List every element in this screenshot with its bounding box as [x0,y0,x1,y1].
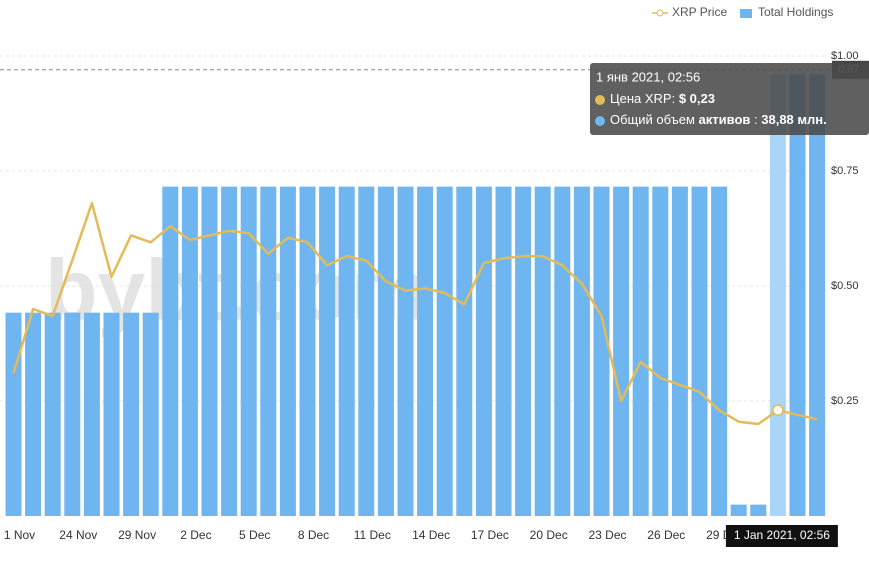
bar [593,186,610,516]
bar [691,186,708,516]
tooltip-holdings-sep: : [750,112,761,127]
bar [201,186,218,516]
y-tick-label: $0.75 [831,165,859,177]
tooltip-title: 1 янв 2021, 02:56 [596,69,700,84]
bar [632,186,649,516]
tooltip-holdings-label: Общий объем [610,112,699,127]
bar [64,312,81,516]
x-tick-label: 5 Dec [239,528,270,542]
bar [279,186,296,516]
tooltip-holdings: Общий объем активов : 38,88 млн. [610,112,827,127]
x-tick-label: 1 Nov [4,528,35,542]
x-tick-label: 20 Dec [530,528,568,542]
bar [769,74,786,517]
bar [809,74,826,517]
bar [25,312,42,516]
bar [573,186,590,516]
bar [711,186,728,516]
bar [495,186,512,516]
x-tick-label: 24 Nov [59,528,97,542]
bar [417,186,434,516]
x-tick-label: 29 Nov [118,528,156,542]
bar [456,186,473,516]
tooltip-price-label: Цена XRP: [610,91,679,106]
bar [142,312,159,516]
bar [103,312,120,516]
y-tick-label: $1.00 [831,50,859,62]
hover-point [772,404,784,416]
x-tick-label: 17 Dec [471,528,509,542]
bar [475,186,492,516]
bar [5,312,22,516]
legend-label: XRP Price [672,5,727,19]
bar [221,186,238,516]
crosshair-x-label: 1 Jan 2021, 02:56 [734,528,830,542]
legend-label: Total Holdings [758,5,833,19]
bar [358,186,375,516]
bar [554,186,571,516]
tooltip-holdings-bold: активов [699,112,751,127]
bar [515,186,532,516]
bar [377,186,394,516]
x-tick-label: 11 Dec [354,528,391,542]
tooltip-price-value: $ 0,23 [679,91,715,106]
bar [123,312,140,516]
x-tick-label: 8 Dec [298,528,329,542]
legend-swatch [740,9,752,18]
price-line [12,201,818,426]
x-tick-label: 14 Dec [412,528,450,542]
bar [613,186,630,516]
y-tick-label: $0.50 [831,280,859,292]
bar [534,186,551,516]
bar [44,312,61,516]
bar [181,186,198,516]
bar [652,186,669,516]
tooltip-holdings-value: 38,88 млн. [761,112,826,127]
tooltip-dot [595,116,605,126]
bar [162,186,179,516]
bar [299,186,316,516]
bar [750,504,767,516]
x-tick-label: 23 Dec [588,528,626,542]
bar [338,186,355,516]
bar [319,186,336,516]
bar [436,186,453,516]
legend-marker [656,9,664,17]
y-tick-label: $0.25 [831,395,859,407]
tooltip-dot [595,95,605,105]
bar [671,186,688,516]
tooltip-box [590,63,869,135]
crosshair-x-box [725,525,838,547]
bar [83,312,100,516]
bar [397,186,414,516]
bar [730,504,747,516]
tooltip-price: Цена XRP: $ 0,23 [610,91,715,106]
bar [240,186,257,516]
bar [789,74,806,517]
bar [260,186,277,516]
x-tick-label: 2 Dec [180,528,211,542]
x-tick-label: 26 Dec [647,528,685,542]
